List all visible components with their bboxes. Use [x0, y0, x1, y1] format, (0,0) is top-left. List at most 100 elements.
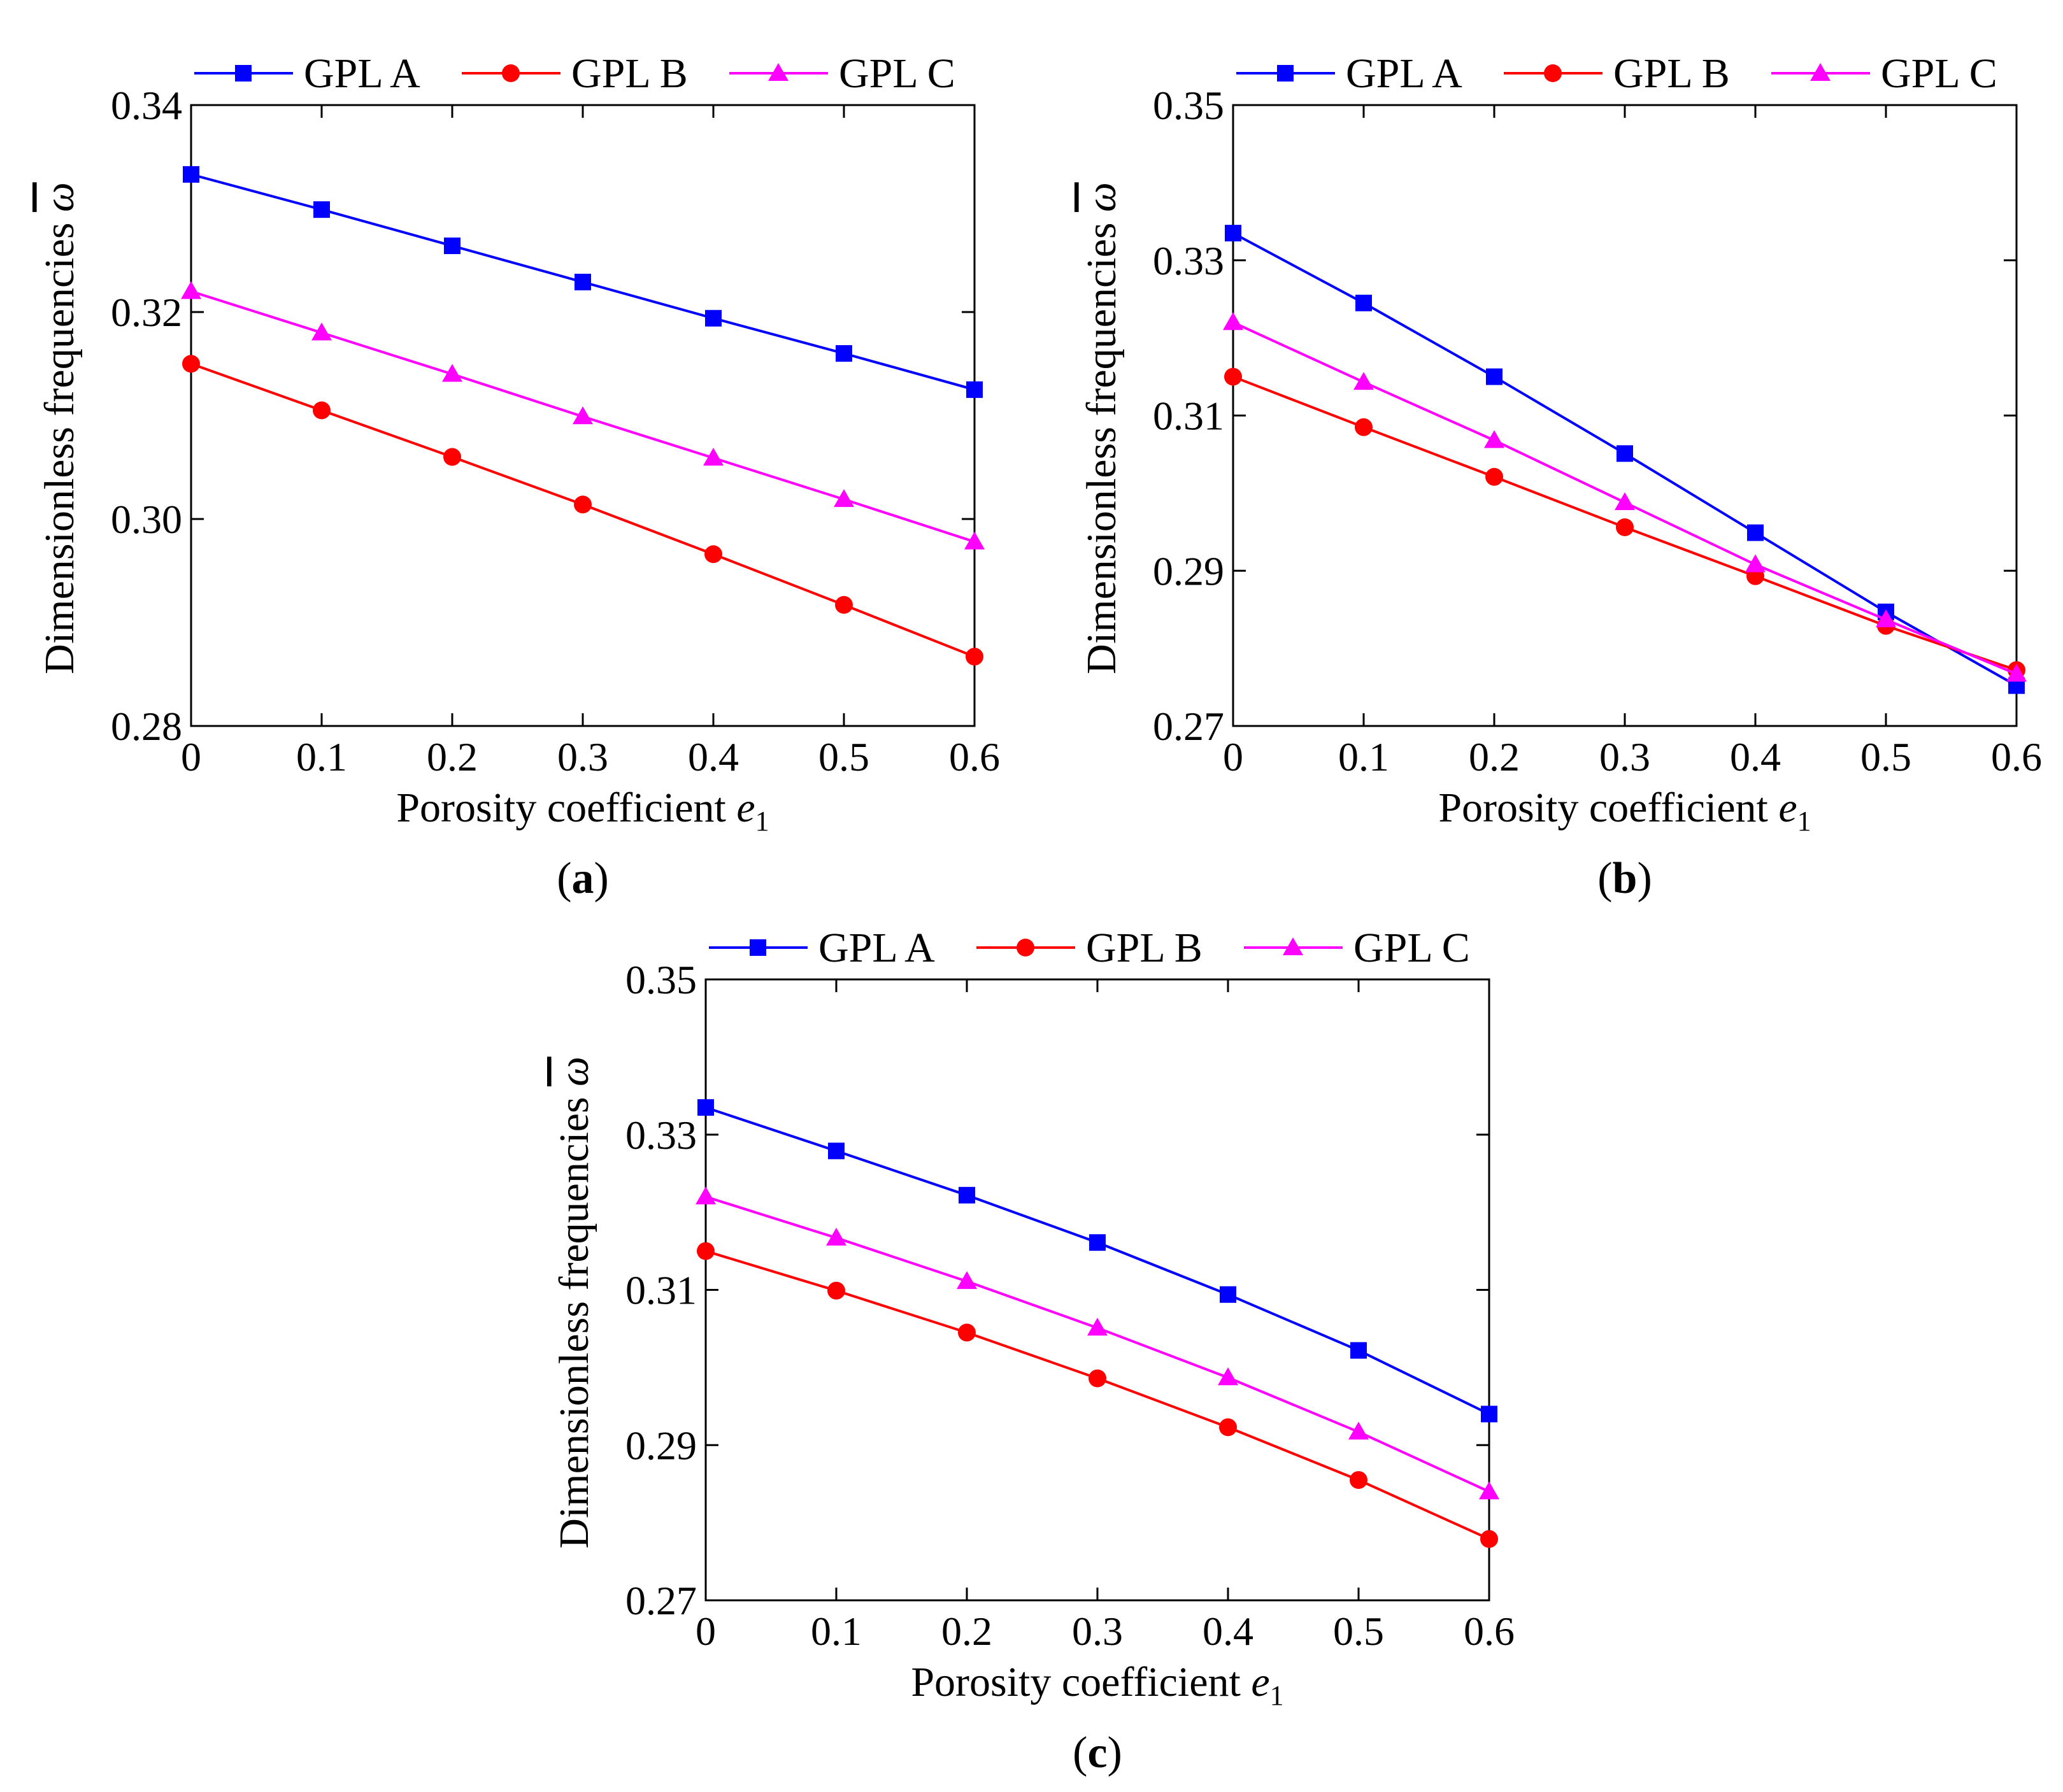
panel-caption: (b): [1597, 854, 1652, 903]
x-tick-label: 0.5: [1333, 1609, 1384, 1654]
data-point: [1617, 445, 1633, 462]
legend-label: GPL B: [1613, 50, 1730, 97]
x-tick-label: 0.2: [1469, 734, 1520, 779]
legend-label: GPL B: [1086, 925, 1203, 971]
legend-label: GPL B: [571, 50, 688, 97]
data-point: [442, 364, 462, 382]
x-axis-label: Porosity coefficient e1: [396, 785, 769, 837]
chart-panel-a: 0 0.1 0.2 0.3 0.4 0.5 0.6 0.28 0.30 0.32 0.34 Poros…: [36, 50, 1000, 903]
data-point: [1223, 312, 1243, 331]
data-point: [313, 201, 330, 218]
legend: GPL A GPL B GPL C: [709, 925, 1470, 971]
data-point: [958, 1323, 976, 1342]
series-line: [705, 1106, 1490, 1416]
x-tick-label: 0.3: [1072, 1609, 1123, 1654]
data-point: [827, 1281, 845, 1300]
data-point: [1876, 609, 1896, 628]
data-point: [957, 1271, 977, 1290]
data-point: [1350, 1342, 1367, 1359]
data-point: [705, 309, 722, 327]
legend-label: GPL C: [839, 50, 955, 97]
data-point: [704, 545, 722, 564]
data-point: [1616, 518, 1634, 536]
data-point: [834, 489, 854, 508]
legend-entry: GPL C: [1771, 50, 1997, 97]
y-tick-label: 0.30: [111, 497, 182, 542]
x-tick-label: 0.1: [1338, 734, 1389, 779]
data-point: [2006, 664, 2027, 682]
y-tick-label: 0.35: [625, 957, 697, 1002]
y-tick-label: 0.29: [625, 1423, 697, 1468]
data-point: [182, 355, 200, 373]
y-tick-label: 0.35: [1153, 83, 1224, 128]
y-axis-label: Dimensionless frequencies ω: [1078, 182, 1125, 674]
y-tick-label: 0.31: [625, 1268, 697, 1313]
x-tick-label: 0.1: [296, 734, 347, 779]
legend-entry: GPL B: [1504, 50, 1730, 97]
data-point: [835, 595, 853, 614]
y-tick-label: 0.28: [111, 704, 182, 749]
series-gpl-c: [696, 1186, 1499, 1500]
data-point: [443, 448, 461, 466]
legend-swatch-marker: [1544, 64, 1562, 82]
x-tick-label: 0.2: [427, 734, 478, 779]
data-point: [826, 1227, 846, 1246]
x-tick-label: 0.3: [557, 734, 608, 779]
series-gpl-a: [183, 166, 983, 398]
x-tick-label: 0: [181, 734, 201, 779]
panel-caption: (c): [1073, 1728, 1122, 1777]
series-gpl-b: [697, 1242, 1498, 1548]
data-point: [696, 1186, 716, 1205]
legend-swatch-marker: [768, 63, 789, 81]
y-axis-label: Dimensionless frequencies ω: [551, 1056, 597, 1548]
legend-swatch-marker: [1283, 937, 1303, 955]
data-point: [959, 1186, 975, 1204]
data-point: [1087, 1318, 1108, 1336]
data-point: [183, 166, 199, 183]
legend-entry: GPL A: [194, 50, 420, 97]
legend-label: GPL C: [1881, 50, 1997, 97]
plot-frame: [1232, 104, 2018, 727]
data-point: [1348, 1421, 1369, 1440]
y-tick-label: 0.29: [1153, 548, 1224, 594]
x-tick-label: 0.3: [1599, 734, 1650, 779]
data-point: [1486, 368, 1503, 385]
legend-label: GPL A: [304, 50, 420, 97]
data-point: [697, 1099, 714, 1116]
series-gpl-c: [181, 281, 985, 550]
chart-panel-c: 0 0.1 0.2 0.3 0.4 0.5 0.6 0.27 0.29 0.31 0.33 0.35 P…: [551, 925, 1515, 1777]
series-line: [705, 1249, 1490, 1540]
x-tick-label: 0.4: [688, 734, 739, 779]
y-tick-label: 0.33: [1153, 238, 1224, 283]
x-tick-label: 0.5: [1860, 734, 1911, 779]
series-gpl-a: [1225, 225, 2025, 694]
legend-entry: GPL B: [462, 50, 688, 97]
data-point: [1481, 1405, 1497, 1423]
data-point: [1089, 1234, 1106, 1251]
data-point: [1485, 467, 1503, 486]
y-tick-label: 0.32: [111, 290, 182, 335]
data-point: [1350, 1471, 1367, 1490]
data-point: [966, 381, 983, 398]
data-point: [1480, 1530, 1498, 1548]
x-tick-label: 0: [696, 1609, 716, 1654]
data-point: [1615, 492, 1635, 510]
data-point: [1220, 1286, 1236, 1303]
data-point: [575, 273, 591, 290]
plot-frame: [704, 978, 1490, 1602]
data-point: [1479, 1481, 1499, 1500]
x-tick-label: 0.6: [1464, 1609, 1515, 1654]
y-tick-label: 0.31: [1153, 394, 1224, 439]
y-axis-label: Dimensionless frequencies ω: [36, 182, 83, 674]
x-axis-label: Porosity coefficient e1: [911, 1659, 1283, 1711]
data-point: [311, 322, 332, 341]
legend-swatch-marker: [1810, 63, 1831, 81]
series-gpl-c: [1223, 312, 2027, 682]
legend-label: GPL A: [1346, 50, 1462, 97]
data-point: [703, 448, 724, 466]
legend-label: GPL C: [1353, 925, 1470, 971]
data-point: [828, 1142, 845, 1160]
panel-caption: (a): [557, 854, 609, 903]
legend-entry: GPL C: [1244, 925, 1470, 971]
legend-entry: GPL C: [729, 50, 955, 97]
